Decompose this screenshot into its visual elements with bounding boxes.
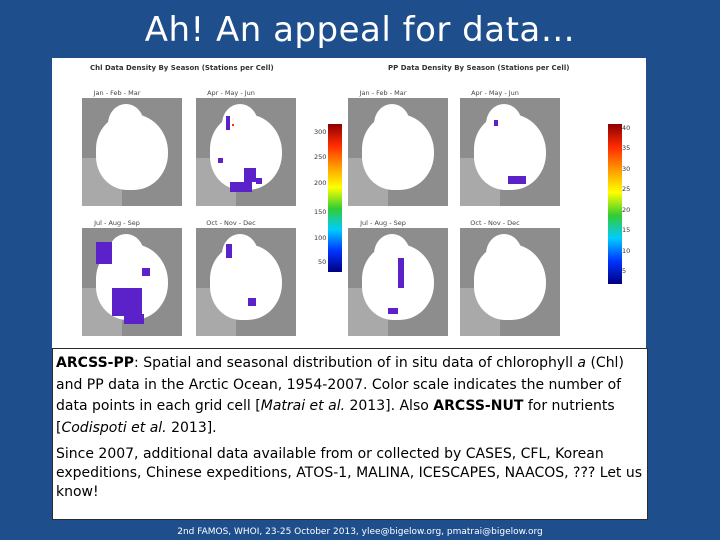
colorbar-tick: 250 bbox=[314, 153, 327, 161]
pp-figure-title: PP Data Density By Season (Stations per … bbox=[388, 64, 570, 72]
colorbar-tick: 15 bbox=[622, 226, 631, 234]
chl-figure-title: Chl Data Density By Season (Stations per… bbox=[90, 64, 274, 72]
chl-colorbar bbox=[328, 124, 342, 272]
chl-map-amj: Apr - May - Jun bbox=[196, 89, 300, 211]
chl-map-jfm: Jan - Feb - Mar bbox=[82, 89, 186, 211]
arcss-pp-term: ARCSS-PP bbox=[56, 355, 135, 371]
pp-map-jfm: Jan - Feb - Mar bbox=[348, 89, 452, 211]
figure-caption: ARCSS-PP: Spatial and seasonal distribut… bbox=[52, 348, 648, 520]
slide-title: Ah! An appeal for data… bbox=[144, 10, 576, 50]
caption-paragraph-1: ARCSS-PP: Spatial and seasonal distribut… bbox=[56, 355, 624, 436]
colorbar-tick: 25 bbox=[622, 185, 631, 193]
colorbar-tick: 30 bbox=[622, 165, 631, 173]
colorbar-tick: 10 bbox=[622, 247, 631, 255]
data-points bbox=[96, 242, 150, 324]
colorbar-tick: 50 bbox=[318, 258, 327, 266]
colorbar-tick: 100 bbox=[314, 234, 327, 242]
slide-footer: 2nd FAMOS, WHOI, 23-25 October 2013, yle… bbox=[177, 527, 543, 537]
caption-paragraph-2: Since 2007, additional data available fr… bbox=[56, 446, 643, 500]
colorbar-tick: 150 bbox=[314, 208, 327, 216]
colorbar-tick: 5 bbox=[622, 267, 627, 275]
data-points bbox=[494, 120, 526, 184]
season-label: Jan - Feb - Mar bbox=[93, 89, 141, 97]
colorbar-tick: 300 bbox=[314, 128, 327, 136]
chl-map-jas: Jul - Aug - Sep bbox=[82, 219, 186, 341]
colorbar-tick: 35 bbox=[622, 144, 631, 152]
pp-colorbar bbox=[608, 124, 622, 284]
season-label: Jul - Aug - Sep bbox=[94, 219, 140, 227]
data-points bbox=[218, 116, 262, 192]
colorbar-tick: 40 bbox=[622, 124, 631, 132]
chl-map-ond: Oct - Nov - Dec bbox=[196, 219, 300, 341]
season-label: Apr - May - Jun bbox=[471, 89, 519, 97]
season-label: Apr - May - Jun bbox=[207, 89, 255, 97]
season-label: Oct - Nov - Dec bbox=[206, 219, 256, 227]
pp-map-jas: Jul - Aug - Sep bbox=[348, 219, 452, 341]
data-points bbox=[388, 258, 404, 314]
data-points bbox=[226, 244, 256, 306]
citation-author: Matrai et al. bbox=[260, 398, 346, 414]
season-label: Jan - Feb - Mar bbox=[359, 89, 407, 97]
pp-map-amj: Apr - May - Jun bbox=[460, 89, 564, 211]
arcss-nut-term: ARCSS-NUT bbox=[433, 398, 524, 414]
pp-map-ond: Oct - Nov - Dec bbox=[460, 219, 564, 341]
colorbar-tick: 20 bbox=[622, 206, 631, 214]
data-density-figure: Chl Data Density By Season (Stations per… bbox=[52, 58, 646, 348]
season-label: Oct - Nov - Dec bbox=[470, 219, 520, 227]
colorbar-tick: 200 bbox=[314, 179, 327, 187]
season-label: Jul - Aug - Sep bbox=[360, 219, 406, 227]
citation-author: Codispoti et al. bbox=[61, 419, 167, 436]
